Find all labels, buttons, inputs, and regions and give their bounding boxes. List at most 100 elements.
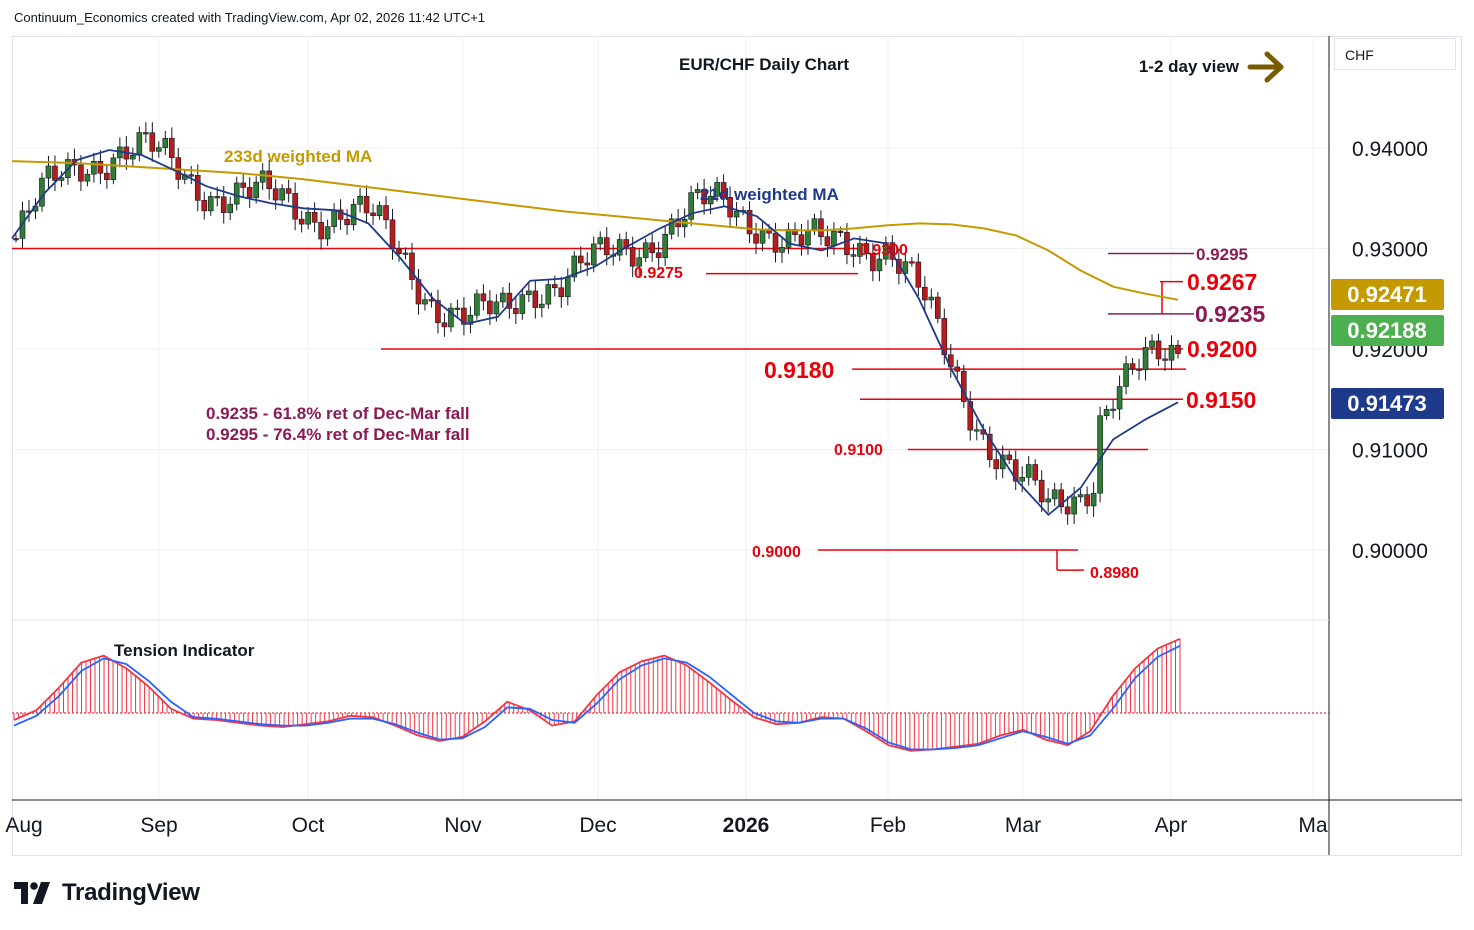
candle-body	[143, 132, 149, 135]
candle-body	[694, 189, 701, 193]
candle-body	[837, 230, 844, 233]
tradingview-logo[interactable]: TradingView	[14, 876, 200, 910]
candle-body	[487, 300, 493, 315]
candle-body	[636, 257, 642, 267]
candle-body	[668, 218, 675, 235]
candle-body	[246, 187, 253, 198]
candle-body	[772, 232, 779, 253]
candle-body	[97, 160, 104, 174]
candle-body	[577, 255, 584, 264]
candle-body	[642, 242, 649, 259]
candle-body	[201, 200, 208, 212]
candle-body	[720, 182, 727, 198]
candle-body	[967, 401, 974, 431]
price-badge	[1331, 279, 1444, 310]
candle-body	[733, 210, 740, 218]
candle-body	[162, 137, 169, 148]
candle-body	[1025, 464, 1032, 478]
candle-body	[519, 294, 526, 314]
time-tick-label: Dec	[579, 814, 616, 837]
candle-body	[811, 218, 818, 231]
candle-body	[493, 301, 500, 315]
candle-body	[850, 254, 857, 257]
candle-body	[78, 164, 84, 182]
candle-body	[1123, 363, 1129, 387]
support-resistance-lines	[12, 247, 1194, 571]
candle-body	[1168, 344, 1175, 361]
candle-body	[168, 137, 175, 158]
candle-body	[655, 252, 662, 258]
time-tick-label: Nov	[444, 814, 482, 837]
candle-body	[798, 234, 805, 246]
candle-body	[467, 314, 474, 325]
candle-body	[1032, 464, 1038, 481]
candle-body	[986, 433, 993, 460]
candle-body	[84, 173, 91, 182]
price-tick-label: 0.93000	[1352, 239, 1428, 262]
candle-body	[389, 219, 396, 250]
time-tick-label: Ma	[1298, 814, 1327, 837]
tension-line	[13, 637, 1181, 752]
candle-body	[207, 196, 214, 212]
candle-body	[993, 459, 1000, 470]
candle-body	[240, 182, 247, 188]
candle-body	[1006, 454, 1013, 461]
candle-body	[818, 218, 824, 237]
candle-body	[149, 132, 156, 152]
candle-body	[1110, 408, 1116, 411]
candle-body	[441, 322, 448, 328]
candle-body	[1084, 494, 1090, 507]
level-label-9000: 0.9000	[752, 544, 801, 561]
candle-body	[1019, 477, 1026, 482]
candle-body	[973, 429, 980, 432]
candle-body	[156, 147, 162, 152]
candle-body	[331, 209, 337, 227]
candle-body	[130, 154, 136, 160]
time-tick-label: Feb	[870, 814, 906, 837]
candle-body	[396, 248, 402, 254]
candle-body	[1090, 492, 1097, 507]
candle-body	[896, 259, 902, 274]
candle-body	[915, 261, 922, 288]
candle-body	[844, 232, 850, 255]
candle-body	[13, 238, 19, 241]
level-label-9200: 0.9200	[1187, 336, 1257, 362]
candle-body	[1064, 506, 1071, 515]
candle-body	[1136, 368, 1142, 371]
time-tick-label: Oct	[292, 814, 325, 837]
price-tick-label: 0.91000	[1352, 440, 1428, 463]
candle-body	[1097, 415, 1103, 494]
candle-body	[954, 366, 961, 372]
candle-body	[402, 252, 409, 255]
candle-body	[857, 243, 863, 257]
candle-body	[39, 177, 45, 207]
time-axis[interactable]: Aug Sep Oct Nov Dec 2026 Feb Mar Apr Ma	[5, 814, 1328, 837]
price-badge-label: 0.92471	[1347, 282, 1427, 307]
candle-body	[876, 258, 883, 272]
candle-body	[344, 219, 350, 226]
candle-body	[357, 195, 363, 205]
candle-body	[824, 236, 831, 247]
candle-body	[759, 229, 766, 244]
candle-body	[376, 205, 383, 216]
candle-body	[746, 210, 753, 235]
candle-body	[863, 243, 870, 254]
price-badge	[1331, 315, 1444, 346]
candle-body	[337, 209, 344, 220]
currency-label[interactable]: CHF	[1334, 38, 1456, 70]
tradingview-logo-icon	[14, 882, 50, 904]
candle-body	[318, 221, 324, 240]
ma-21d-line	[11, 149, 1179, 517]
candle-body	[779, 247, 785, 253]
candle-body	[701, 189, 707, 205]
level-label-9100: 0.9100	[834, 442, 883, 459]
time-tick-label: Sep	[140, 814, 177, 837]
candle-body	[1103, 409, 1110, 417]
candle-body	[1038, 479, 1045, 503]
candle-body	[1116, 386, 1123, 410]
level-label-9295: 0.9295	[1196, 245, 1248, 264]
candle-body	[1058, 489, 1064, 508]
tradingview-logo-text: TradingView	[62, 879, 200, 906]
